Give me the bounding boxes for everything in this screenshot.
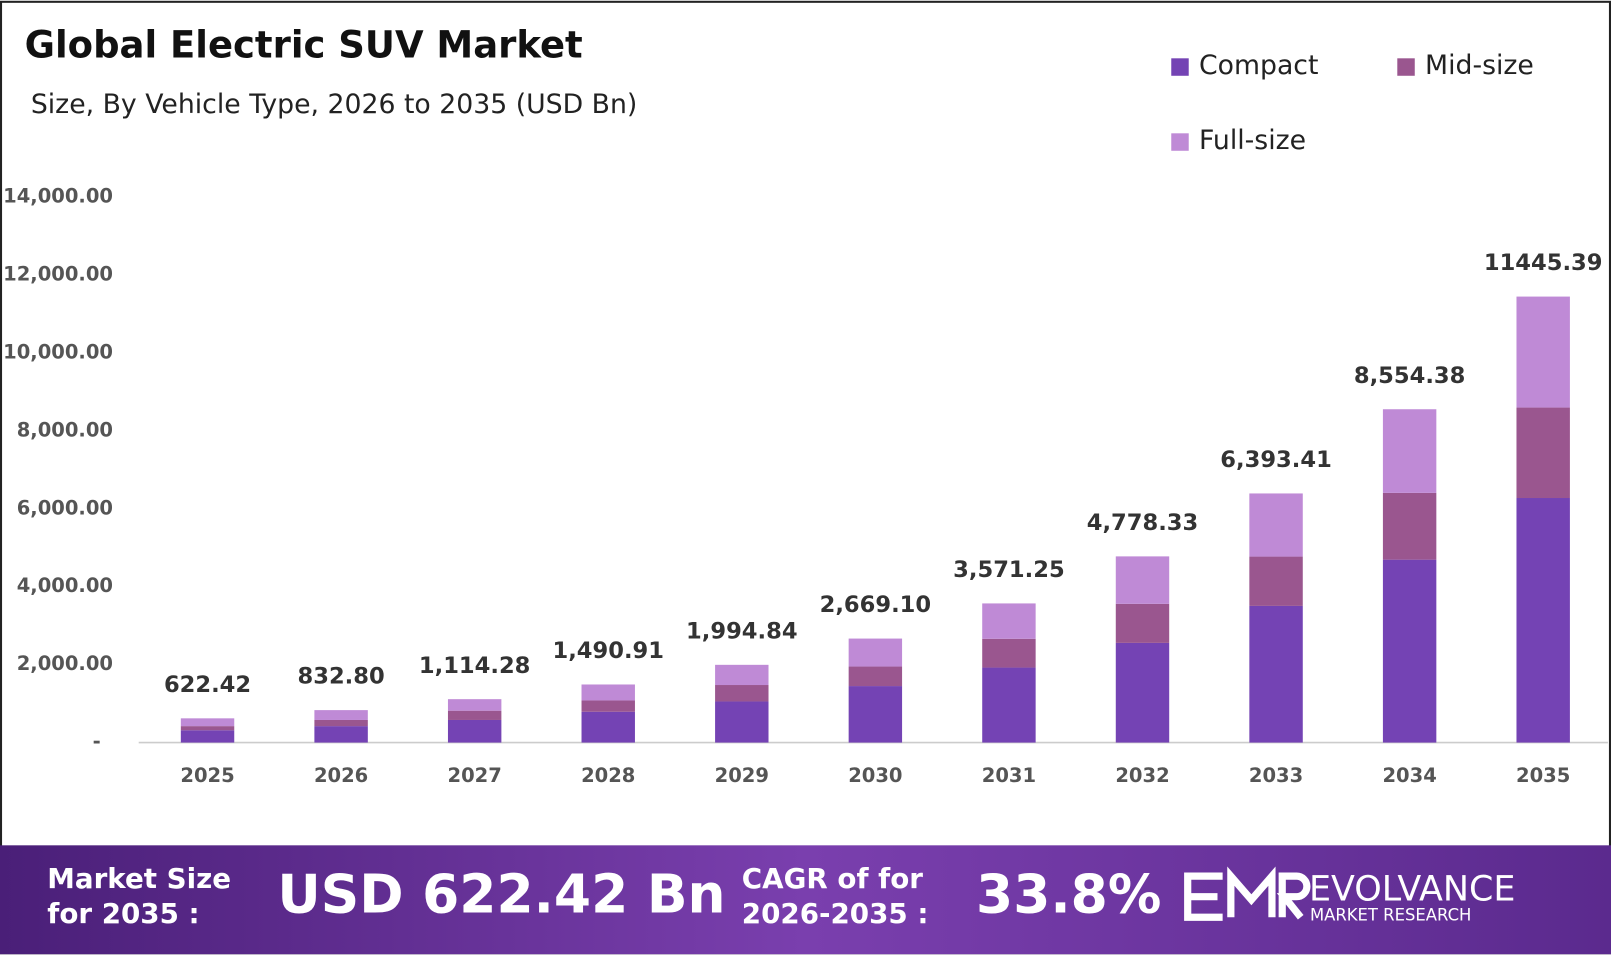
x-tick-label: 2033 (1249, 764, 1303, 787)
x-tick-label: 2028 (581, 764, 635, 787)
x-tick-label: 2034 (1382, 764, 1436, 787)
bar-segment (180, 726, 235, 731)
bar-segment (848, 666, 903, 687)
total-label: 2,669.10 (820, 592, 932, 618)
y-tick-label: - (93, 730, 101, 753)
footer-label: CAGR of for (742, 862, 923, 895)
bar-segment (982, 638, 1036, 668)
x-tick-label: 2025 (180, 764, 234, 787)
total-label: 11445.39 (1484, 250, 1603, 276)
bar-segment (715, 664, 769, 686)
bar-segment (447, 719, 502, 743)
bar-segment (1249, 493, 1303, 557)
legend-swatch (1397, 58, 1415, 76)
bar-segment (447, 710, 502, 720)
bar-segment (180, 718, 235, 727)
legend-label: Full-size (1199, 125, 1306, 156)
total-label: 6,393.41 (1220, 447, 1332, 473)
bar-segment (1249, 556, 1303, 606)
footer-label: for 2035 : (47, 897, 199, 930)
y-tick-label: 6,000.00 (17, 496, 113, 519)
bar-segment (848, 638, 903, 667)
x-tick-label: 2035 (1516, 764, 1570, 787)
bar-segment (314, 719, 368, 727)
bar-segment (180, 730, 235, 743)
y-tick-label: 2,000.00 (17, 652, 113, 675)
legend-swatch (1171, 58, 1189, 76)
legend-label: Compact (1199, 50, 1318, 81)
total-label: 3,571.25 (953, 557, 1065, 583)
total-label: 1,114.28 (419, 653, 531, 679)
total-label: 832.80 (298, 664, 385, 690)
bar-segment (1382, 409, 1437, 493)
total-label: 8,554.38 (1354, 363, 1466, 389)
y-tick-label: 10,000.00 (3, 340, 113, 363)
chart-title: Global Electric SUV Market (25, 24, 583, 67)
legend-label: Mid-size (1425, 50, 1534, 81)
footer-value: USD 622.42 Bn (277, 862, 725, 925)
bar-segment (982, 603, 1036, 639)
bar-segment (1516, 296, 1570, 408)
bar-segment (581, 684, 635, 701)
y-tick-label: 8,000.00 (17, 418, 113, 441)
brand: EVOLVANCE (1309, 870, 1516, 910)
total-label: 1,994.84 (686, 618, 798, 644)
y-tick-label: 4,000.00 (17, 574, 113, 597)
x-tick-label: 2030 (848, 764, 902, 787)
bar-segment (581, 711, 635, 743)
total-label: 4,778.33 (1087, 510, 1199, 536)
bar-segment (447, 699, 502, 711)
footer-value: 33.8% (976, 862, 1161, 925)
bar-segment (1382, 492, 1437, 560)
footer-label: 2026-2035 : (742, 897, 929, 930)
bar-segment (314, 726, 368, 743)
total-label: 1,490.91 (552, 638, 663, 664)
bar-segment (581, 700, 635, 712)
bar-segment (715, 701, 769, 743)
x-tick-label: 2031 (982, 764, 1036, 787)
bar-segment (1249, 605, 1303, 743)
bar-segment (848, 686, 903, 743)
x-tick-label: 2026 (314, 764, 368, 787)
bar-segment (1115, 603, 1170, 643)
brand-sub: MARKET RESEARCH (1310, 906, 1471, 925)
total-label: 622.42 (164, 672, 251, 698)
bar-segment (1115, 642, 1170, 743)
bar-segment (1516, 407, 1570, 499)
y-tick-label: 14,000.00 (3, 185, 113, 208)
logo-mark (1184, 866, 1311, 921)
footer-band (0, 845, 1611, 955)
x-tick-label: 2029 (715, 764, 769, 787)
bar-segment (1382, 559, 1437, 743)
bar-segment (1516, 498, 1570, 743)
x-tick-label: 2027 (448, 764, 502, 787)
x-tick-label: 2032 (1115, 764, 1169, 787)
y-tick-label: 12,000.00 (3, 262, 113, 285)
bar-segment (1115, 556, 1170, 604)
footer-label: Market Size (47, 862, 231, 895)
bar-segment (982, 667, 1036, 743)
bar-segment (314, 710, 368, 720)
legend-swatch (1171, 133, 1189, 151)
chart-subtitle: Size, By Vehicle Type, 2026 to 2035 (USD… (31, 89, 638, 120)
bar-segment (715, 685, 769, 702)
